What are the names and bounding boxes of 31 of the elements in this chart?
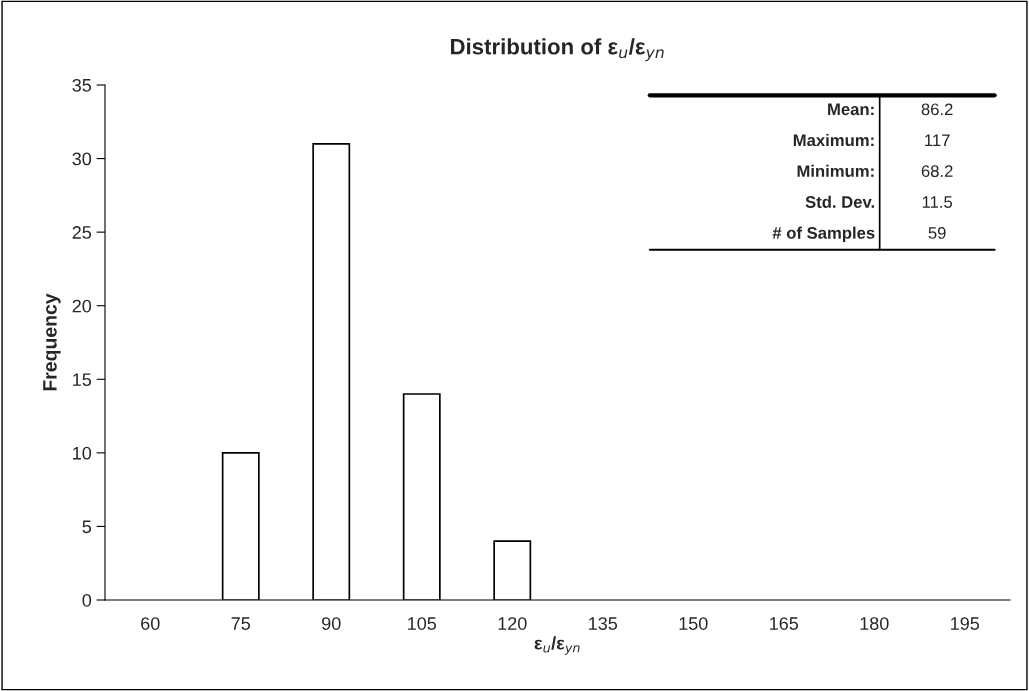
y-tick-label: 25 bbox=[72, 226, 92, 239]
x-tick-label: 120 bbox=[498, 617, 527, 630]
annotation: Maximum: bbox=[793, 133, 874, 147]
x-tick-label: 60 bbox=[141, 617, 160, 630]
x-tick-label: 75 bbox=[231, 617, 251, 630]
annotation: Mean: bbox=[828, 103, 874, 116]
x-tick-label: 195 bbox=[951, 617, 980, 630]
y-tick-label: 20 bbox=[72, 299, 92, 313]
x-tick-label: 180 bbox=[860, 617, 889, 630]
x-tick-label: 90 bbox=[322, 617, 341, 630]
chart-title: Distribution of ε$_{u}$/ε$_{yn}$ bbox=[450, 38, 664, 62]
annotation: 59 bbox=[928, 227, 946, 239]
x-tick-label: 165 bbox=[770, 617, 799, 630]
y-axis-title: Frequency bbox=[43, 293, 61, 391]
annotation: 117 bbox=[925, 134, 950, 146]
x-axis-title: ε$_{u}$/ε$_{yn}$ bbox=[534, 636, 580, 655]
x-tick-label: 105 bbox=[408, 617, 437, 630]
y-tick-label: 35 bbox=[72, 78, 92, 92]
annotation: Minimum: bbox=[797, 164, 874, 178]
annotation: 86.2 bbox=[921, 103, 953, 116]
y-tick-label: 0 bbox=[82, 593, 92, 607]
y-tick-label: 15 bbox=[73, 373, 92, 387]
annotation: Std. Dev. bbox=[805, 195, 875, 208]
annotation: 68.2 bbox=[921, 165, 953, 178]
x-tick-label: 150 bbox=[679, 617, 708, 630]
x-tick-label: 135 bbox=[589, 617, 618, 630]
annotation: # of Samples bbox=[772, 226, 875, 243]
y-tick-label: 10 bbox=[73, 446, 92, 460]
annotation: 11.5 bbox=[922, 196, 953, 208]
y-tick-label: 5 bbox=[82, 520, 92, 534]
y-tick-label: 30 bbox=[72, 152, 92, 166]
